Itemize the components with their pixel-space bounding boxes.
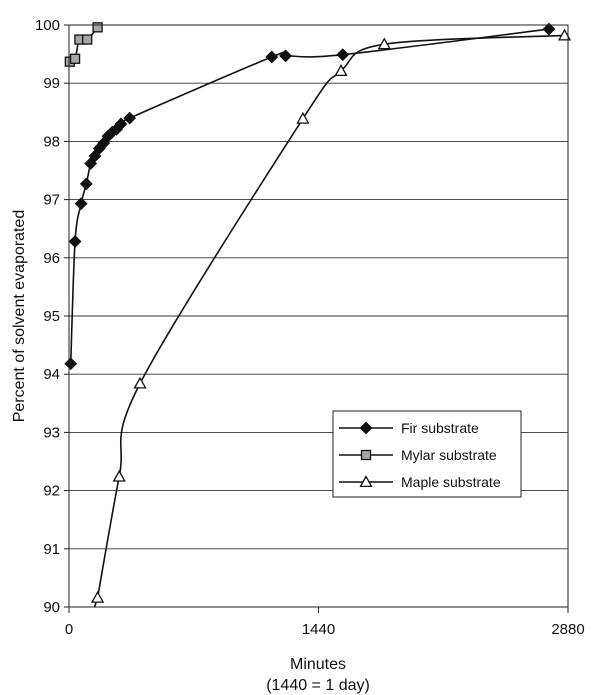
data-point [265,50,279,64]
y-tick-label: 91 [43,541,60,558]
y-tick-label: 100 [35,17,60,34]
data-point [79,177,93,191]
data-point [74,197,88,211]
x-tick-label: 0 [65,621,73,638]
series-mylar-substrate [64,22,103,67]
data-point [112,469,126,482]
series-fir-substrate [64,22,556,371]
y-tick-label: 93 [43,424,60,441]
data-point [296,111,310,124]
data-point [557,28,572,41]
data-point [336,48,350,62]
plot-border [68,24,569,608]
data-point [279,49,292,63]
y-tick-label: 97 [43,192,60,209]
y-axis-title: Percent of solvent evaporated [11,210,28,423]
legend-label: Maple substrate [401,474,501,490]
legend-marker [360,449,372,461]
y-tick-label: 98 [43,133,60,150]
data-point [68,235,82,248]
data-point [82,34,93,45]
data-point [133,376,147,389]
x-axis-title: Minutes [290,656,346,673]
y-tick-label: 94 [43,366,60,383]
legend-label: Mylar substrate [401,447,497,463]
data-point [114,117,128,131]
legend-marker [359,421,373,435]
data-point [90,590,105,603]
data-point [334,64,348,77]
x-tick-label: 2880 [551,621,584,638]
series-maple-substrate [90,28,572,608]
series-layer [64,22,572,608]
legend-label: Fir substrate [401,420,479,436]
data-point [123,111,137,125]
legend: Fir substrate Mylar substrate Maple substr… [332,410,522,498]
y-tick-label: 90 [43,599,60,616]
y-tick-label: 99 [43,75,60,92]
data-point [69,53,81,64]
x-tick-label: 1440 [302,621,335,638]
y-tick-label: 96 [43,250,60,267]
legend-marker [359,475,373,488]
x-axis-ticks: 0 1440 2880 [65,607,585,638]
data-point [92,22,103,33]
y-tick-label: 92 [43,483,60,500]
data-point [377,37,391,50]
data-point [542,22,556,36]
y-axis-ticks: 90 91 92 93 94 95 96 97 98 99 100 [35,17,69,616]
x-axis-note: (1440 = 1 day) [266,677,370,694]
data-point [64,357,78,371]
y-tick-label: 95 [43,308,60,325]
